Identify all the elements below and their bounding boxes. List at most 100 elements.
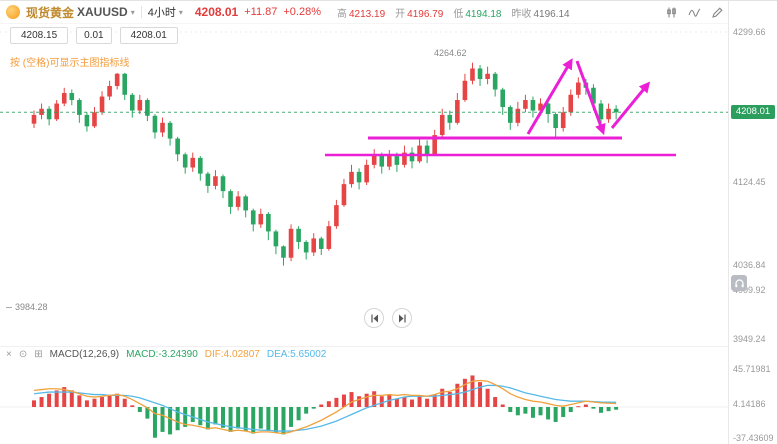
trade-panel: 4208.15 0.01 4208.01 bbox=[10, 27, 178, 44]
chevron-down-icon: ▾ bbox=[130, 7, 135, 17]
scroll-left-button[interactable] bbox=[364, 308, 384, 328]
candle-body bbox=[439, 114, 445, 136]
macd-hist-bar bbox=[251, 407, 256, 434]
macd-hist-bar bbox=[236, 407, 241, 429]
candle-body bbox=[243, 196, 248, 211]
candle-body bbox=[303, 241, 309, 253]
macd-hist-bar bbox=[273, 407, 278, 433]
drawing-arrow[interactable] bbox=[526, 58, 573, 135]
macd-hist-bar bbox=[32, 400, 36, 407]
candle-body bbox=[492, 73, 498, 90]
symbol-name: 现货黄金 bbox=[26, 5, 75, 20]
macd-hist-bar bbox=[614, 407, 619, 410]
candle-body bbox=[591, 87, 596, 104]
macd-hist-bar bbox=[326, 401, 331, 407]
macd-hist-bar bbox=[115, 393, 120, 407]
candle-body bbox=[175, 138, 180, 155]
chart-style-button[interactable] bbox=[663, 4, 679, 20]
candle-body bbox=[523, 100, 528, 109]
macd-chart[interactable] bbox=[0, 351, 728, 444]
timeframe-selector[interactable]: 4小时 ▾ bbox=[148, 4, 183, 20]
chart-nav bbox=[364, 308, 412, 328]
drawing-arrow[interactable] bbox=[610, 81, 651, 129]
macd-hist-bar bbox=[258, 407, 263, 429]
candle-body bbox=[356, 171, 362, 183]
axis-label: 4124.45 bbox=[733, 177, 766, 187]
macd-hist-bar bbox=[440, 388, 445, 407]
indicator-button[interactable] bbox=[686, 4, 702, 20]
axis-label: -37.43609 bbox=[733, 433, 774, 443]
app-logo-icon bbox=[6, 5, 20, 19]
macd-hist-bar bbox=[341, 394, 346, 407]
macd-hist-bar bbox=[591, 407, 596, 409]
candle-body bbox=[568, 94, 574, 113]
symbol-selector[interactable]: 现货黄金 XAUUSD ▾ bbox=[26, 4, 135, 21]
macd-hist-bar bbox=[561, 407, 566, 417]
macd-hist-bar bbox=[410, 399, 414, 407]
macd-settings-button[interactable]: ⊞ bbox=[34, 348, 43, 360]
candle-body bbox=[182, 154, 188, 168]
floating-widget-button[interactable] bbox=[731, 275, 747, 291]
draw-button[interactable] bbox=[709, 4, 725, 20]
candle-body bbox=[560, 112, 566, 129]
candle-body bbox=[447, 114, 453, 123]
axis-label: 4.14186 bbox=[733, 399, 766, 409]
stat-low: 低 4194.18 bbox=[453, 8, 502, 20]
candle-body bbox=[432, 135, 437, 155]
candle-body bbox=[530, 100, 536, 111]
macd-hist-bar bbox=[175, 407, 180, 431]
candle-body bbox=[394, 156, 400, 165]
drawing-arrow[interactable] bbox=[575, 60, 606, 136]
candle-body bbox=[485, 73, 490, 80]
macd-hist-bar bbox=[425, 398, 430, 407]
skip-back-icon bbox=[370, 314, 378, 322]
candle-body bbox=[318, 238, 324, 249]
symbol-code: XAUUSD bbox=[77, 5, 128, 19]
macd-hist-bar bbox=[462, 378, 467, 407]
macd-hist-bar bbox=[100, 397, 105, 407]
macd-hist-bar bbox=[213, 407, 218, 425]
divider bbox=[140, 6, 142, 18]
candle-body bbox=[576, 82, 581, 95]
macd-hist-bar bbox=[478, 382, 483, 407]
candle-body bbox=[364, 164, 369, 183]
candle-body bbox=[281, 246, 286, 258]
macd-hist-bar bbox=[576, 406, 581, 408]
candle-body bbox=[326, 226, 332, 249]
low-marker-label: 3984.28 bbox=[6, 302, 48, 312]
candle-body bbox=[387, 156, 392, 167]
candle-body bbox=[371, 154, 377, 165]
candle-body bbox=[92, 112, 97, 127]
macd-hist-bar bbox=[372, 391, 377, 407]
sell-price-button[interactable]: 4208.15 bbox=[10, 27, 69, 44]
scroll-right-button[interactable] bbox=[392, 308, 412, 328]
macd-hist-bar bbox=[39, 397, 44, 407]
candle-body bbox=[613, 108, 619, 113]
macd-hist-bar bbox=[379, 396, 384, 407]
candle-body bbox=[266, 213, 271, 232]
dea-line bbox=[33, 384, 617, 432]
macd-hist-bar bbox=[304, 407, 309, 414]
candle-body bbox=[311, 238, 317, 253]
candle-body bbox=[507, 107, 513, 123]
drawing-annotations[interactable] bbox=[325, 58, 676, 157]
candle-body bbox=[598, 103, 604, 120]
macd-hist-bar bbox=[183, 407, 188, 427]
macd-hist-bar bbox=[515, 407, 520, 416]
candle-body bbox=[477, 68, 483, 80]
candle-body bbox=[250, 210, 256, 225]
quantity-field[interactable]: 0.01 bbox=[76, 27, 112, 44]
daily-stats: 高 4213.19 开 4196.79 低 4194.18 昨收 4196.14 bbox=[337, 5, 570, 20]
main-chart[interactable] bbox=[0, 1, 728, 349]
macd-hist-bar bbox=[523, 407, 528, 414]
price-axis[interactable]: 4208.01 4299.66 4124.45 4036.84 4009.92 3949… bbox=[728, 1, 777, 444]
axis-label: 4036.84 bbox=[733, 260, 766, 270]
panel-divider bbox=[0, 346, 728, 347]
candle-body bbox=[296, 228, 301, 242]
macd-close-button[interactable]: × bbox=[6, 348, 12, 360]
buy-price-button[interactable]: 4208.01 bbox=[119, 27, 178, 44]
candle-body bbox=[500, 89, 506, 108]
high-marker-label: 4264.62 bbox=[434, 48, 467, 58]
macd-visibility-button[interactable]: ⊙ bbox=[18, 348, 28, 360]
candle-body bbox=[31, 114, 37, 124]
